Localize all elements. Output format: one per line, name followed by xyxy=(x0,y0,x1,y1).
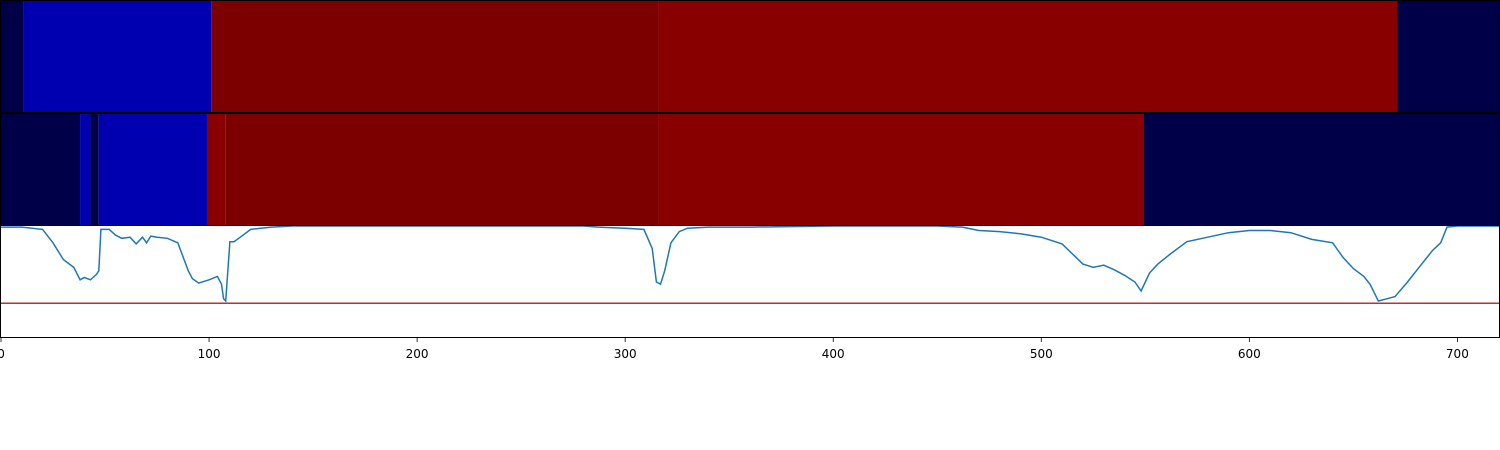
x-tick-label: 500 xyxy=(1030,347,1053,361)
heatmap-bottom-segment xyxy=(206,114,226,225)
heatmap-top-segment xyxy=(1,1,24,112)
x-tick-label: 700 xyxy=(1446,347,1469,361)
x-tick-label: 400 xyxy=(822,347,845,361)
heatmap-bottom-segment xyxy=(658,114,1144,225)
x-tick-label: 200 xyxy=(406,347,429,361)
heatmap-top-segment xyxy=(658,1,1398,112)
heatmap-bottom-segment xyxy=(98,114,207,225)
heatmap-bottom-segment xyxy=(1,114,81,225)
heatmap-top-segment xyxy=(1397,1,1499,112)
heatmap-bottom xyxy=(1,114,1499,225)
heatmap-top-segment xyxy=(211,1,659,112)
x-tick-label: 600 xyxy=(1238,347,1261,361)
line-panel xyxy=(0,225,1500,338)
heatmap-top xyxy=(1,1,1499,112)
heatmap-bottom-segment xyxy=(225,114,659,225)
heatmap-bottom-segment xyxy=(1143,114,1499,225)
x-tick-label: 100 xyxy=(198,347,221,361)
series-line xyxy=(1,225,1499,303)
heatmap-top-segment xyxy=(23,1,212,112)
x-axis: 0 100 200 300 400 500 600 700 xyxy=(0,338,1469,361)
heatmap-bottom-segment xyxy=(80,114,91,225)
heatmap-bottom-segment xyxy=(90,114,99,225)
line-plot-background xyxy=(0,226,1500,338)
x-tick-label: 0 xyxy=(0,347,5,361)
x-tick-label: 300 xyxy=(614,347,637,361)
